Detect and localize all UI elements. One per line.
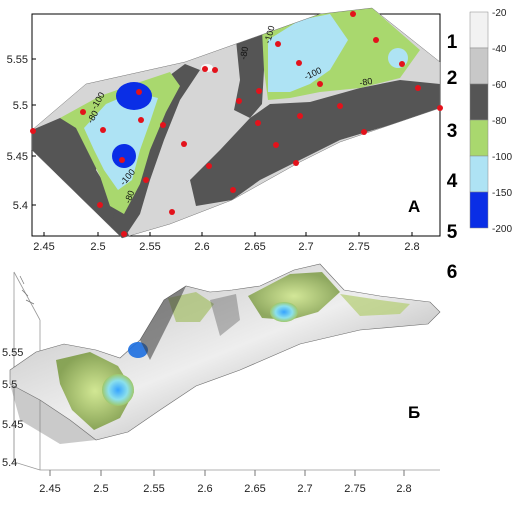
panel-b-label: Б [408,403,420,422]
x-tick-label: 2.65 [244,483,265,495]
sample-point [437,105,443,111]
y-tick-label: 5.45 [7,151,28,163]
x-tick-label: 2.7 [297,483,312,495]
x-tick-label: 2.6 [197,483,212,495]
sample-point [136,89,142,95]
legend-tick-label: -100 [492,152,512,163]
panel-a-map: -100-80-100-80-80-100-100-80 2.45 2.5 2.55… [7,7,443,253]
legend-swatch [469,191,489,229]
contour-label: -80 [122,189,136,205]
sample-point [97,202,103,208]
y-tick-label: 5.5 [2,379,17,391]
sample-point [293,160,299,166]
sample-point [212,67,218,73]
y-tick-label: 5.55 [7,54,28,66]
surface-body [9,263,441,441]
panel-a-label: А [408,197,420,216]
x-tick-label: 2.8 [396,483,411,495]
legend-tick-label: -40 [492,44,507,55]
legend-swatch [469,155,489,193]
panel-a-x-axis: 2.45 2.5 2.55 2.6 2.65 2.7 2.75 2.8 [33,232,420,253]
map-boundary [31,7,441,239]
sample-point [143,177,149,183]
legend-swatch [469,119,489,157]
sample-point [206,163,212,169]
sample-point [119,157,125,163]
sample-point [273,142,279,148]
panel-b-x-axis: 2.45 2.5 2.55 2.6 2.65 2.7 2.75 2.8 [39,470,412,495]
x-tick-label: 2.55 [143,483,164,495]
x-tick-label: 2.45 [33,241,54,253]
x-tick-label: 2.8 [404,241,419,253]
y-tick-label: 5.4 [2,457,17,469]
x-tick-label: 2.65 [244,241,265,253]
sample-point [275,41,281,47]
sample-point [256,88,262,94]
legend-class-number: 6 [447,262,458,283]
contour-label: -80 [238,46,250,61]
x-tick-label: 2.5 [93,483,108,495]
legend-class-number: 5 [447,222,458,243]
sample-point [80,109,86,115]
legend-class-number: 2 [447,68,458,89]
sample-point [100,127,106,133]
y-tick-label: 5.5 [13,100,28,112]
panel-b-surface: 2.45 2.5 2.55 2.6 2.65 2.7 2.75 2.8 5.555.55.45… [2,263,441,495]
sample-point [230,187,236,193]
legend-class-number: 3 [447,121,458,142]
legend-tick-label: -80 [492,116,507,127]
contour-fill [32,8,440,238]
y-tick-label: 5.4 [13,200,28,212]
sample-point [317,81,323,87]
sample-point [415,85,421,91]
x-tick-label: 2.45 [39,483,60,495]
legend-class-number: 4 [447,171,458,192]
x-tick-label: 2.75 [348,241,369,253]
x-tick-label: 2.5 [90,241,105,253]
x-tick-label: 2.75 [344,483,365,495]
legend-tick-label: -200 [492,224,512,235]
legend-swatch [469,11,489,49]
legend-swatch [469,83,489,121]
sample-point [138,117,144,123]
legend-tick-label: -150 [492,188,512,199]
contour-label: -80 [359,76,374,88]
legend-tick-label: -20 [492,8,507,19]
x-tick-label: 2.6 [194,241,209,253]
sample-point [160,122,166,128]
sample-point [181,141,187,147]
sample-point [296,60,302,66]
sample-points [30,11,443,237]
sample-point [373,37,379,43]
sample-point [399,61,405,67]
sample-point [297,113,303,119]
sample-point [350,11,356,17]
y-tick-label: 5.55 [2,347,23,359]
legend-swatch [469,47,489,85]
x-tick-label: 2.55 [139,241,160,253]
legend: -20 -40 -60 -80 -100 -150 -200 1 2 3 4 5 6 [447,8,513,283]
sample-point [236,98,242,104]
legend-tick-label: -60 [492,80,507,91]
legend-class-number: 1 [447,32,458,53]
sample-point [169,209,175,215]
x-tick-label: 2.7 [298,241,313,253]
y-tick-label: 5.45 [2,419,23,431]
sample-point [202,66,208,72]
panel-a-frame [31,13,441,237]
sample-point [30,128,36,134]
panel-a-y-axis: 5.55 5.5 5.45 5.4 [7,54,36,212]
sample-point [255,120,261,126]
sample-point [121,231,127,237]
sample-point [361,129,367,135]
sample-point [337,103,343,109]
panel-b-y-axis: 5.55 5.5 5.45 5.4 [2,347,23,469]
contour-label: -100 [262,25,276,45]
